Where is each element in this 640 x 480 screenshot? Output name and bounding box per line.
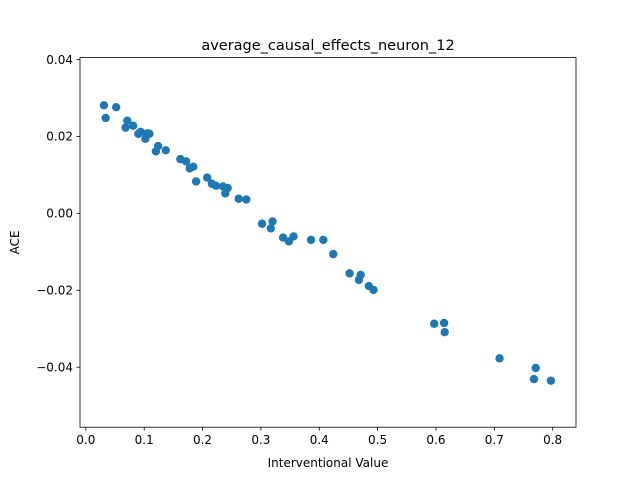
data-point [101, 113, 110, 123]
x-tick-label: 0.3 [251, 433, 270, 447]
data-point [123, 116, 132, 125]
data-point [99, 101, 109, 110]
data-point [369, 285, 378, 295]
data-point [203, 173, 212, 182]
data-point [266, 224, 276, 233]
data-point [128, 121, 138, 130]
data-point [121, 123, 130, 132]
data-point [242, 195, 251, 204]
data-point [495, 354, 504, 363]
data-point [546, 376, 556, 385]
data-point [182, 157, 191, 166]
data-point [430, 319, 439, 328]
data-point [136, 127, 145, 137]
plot-frame [79, 57, 577, 428]
data-point [257, 219, 267, 228]
data-point [161, 146, 170, 155]
data-point [234, 194, 243, 203]
x-tick-label: 0.5 [368, 433, 387, 447]
x-tick-label: 0.1 [135, 433, 154, 447]
data-point [329, 249, 338, 259]
data-point [189, 162, 198, 172]
x-tick-label: 0.2 [193, 433, 212, 447]
x-axis-label: Interventional Value [268, 456, 389, 470]
x-tick-label: 0.4 [310, 433, 329, 447]
y-tick-label: 0.02 [46, 130, 73, 144]
x-tick-label: 0.7 [485, 433, 504, 447]
data-point [268, 217, 277, 226]
y-tick-label: 0.04 [46, 53, 73, 67]
data-point [319, 235, 328, 245]
y-axis-label: ACE [8, 230, 22, 254]
data-point [191, 177, 201, 186]
data-point [223, 183, 232, 193]
data-point [153, 141, 163, 151]
data-point [529, 374, 539, 384]
data-point [439, 318, 449, 328]
data-point [289, 232, 298, 241]
x-tick-label: 0.0 [76, 433, 95, 447]
y-tick-label: 0.00 [46, 207, 73, 221]
x-tick-label: 0.8 [543, 433, 562, 447]
x-tick-label: 0.6 [426, 433, 445, 447]
data-point [211, 181, 221, 190]
data-point [531, 363, 540, 373]
data-point [111, 103, 121, 112]
data-points [99, 101, 556, 385]
data-point [145, 129, 154, 138]
data-point [440, 328, 449, 337]
data-point [306, 235, 316, 245]
y-tick-label: −0.02 [36, 284, 73, 298]
y-tick-label: −0.04 [36, 361, 73, 375]
x-axis: 0.0 0.1 0.2 0.3 0.4 0.5 0.6 0.7 0.8 [76, 427, 562, 447]
y-axis: −0.04 −0.02 0.00 0.02 0.04 [36, 53, 80, 375]
chart-title: average_causal_effects_neuron_12 [201, 38, 454, 54]
data-point [345, 269, 354, 278]
data-point [356, 270, 365, 280]
